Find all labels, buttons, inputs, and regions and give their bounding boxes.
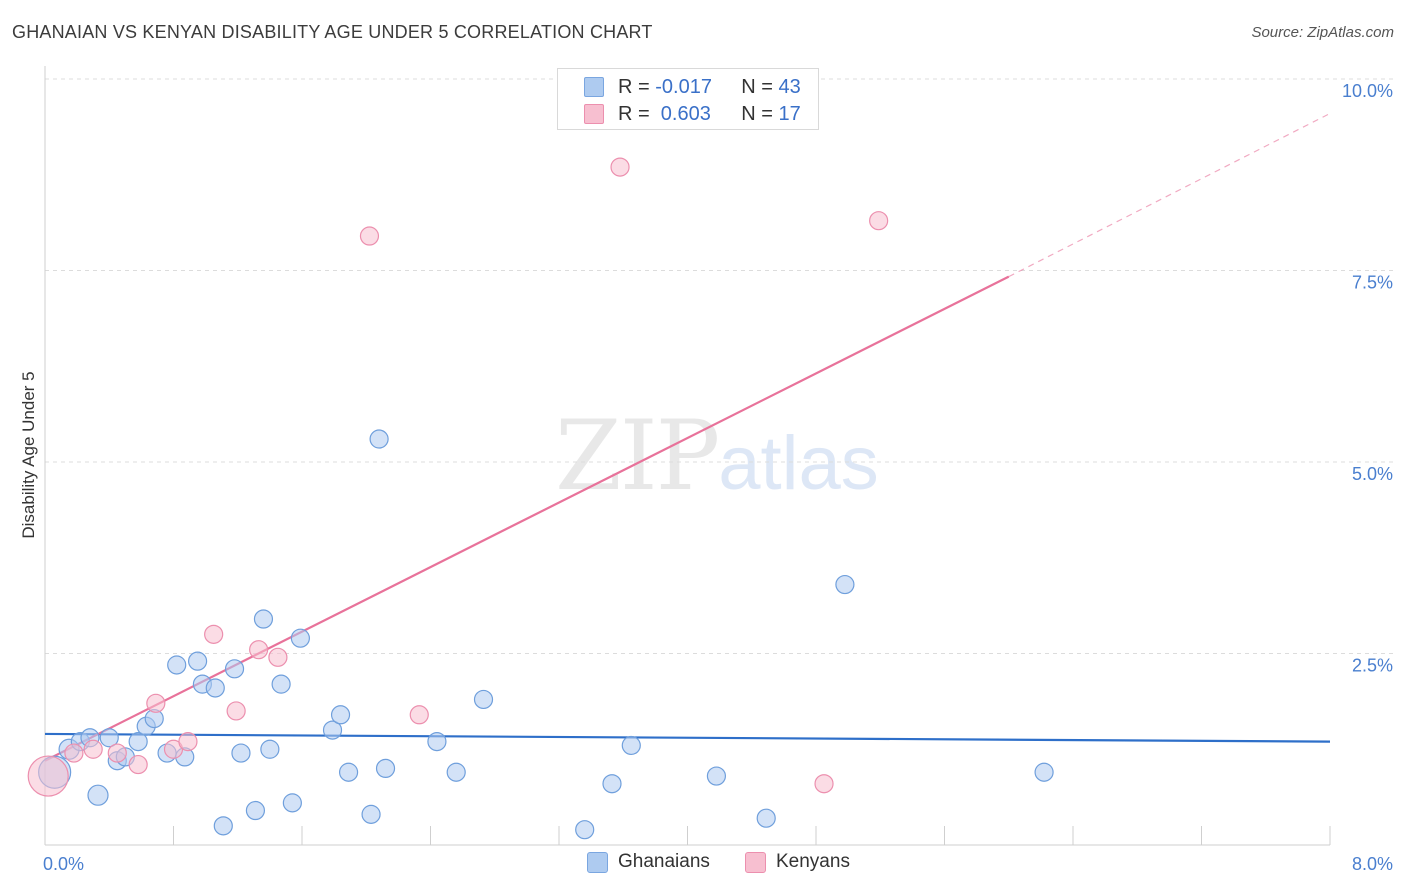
point-ghanaians — [575, 820, 595, 840]
legend-r-label: R = — [618, 75, 656, 98]
point-ghanaians — [375, 758, 396, 779]
y-tick-label: 10.0% — [1342, 81, 1393, 101]
point-kenyans — [359, 226, 380, 246]
point-ghanaians — [756, 808, 776, 828]
point-kenyans — [869, 211, 889, 231]
source-label: Source: ZipAtlas.com — [1251, 24, 1394, 41]
point-ghanaians — [322, 720, 343, 740]
watermark: ZIPatlas — [555, 400, 879, 512]
trend-line-kenyans — [44, 275, 1010, 762]
y-tick-label: 7.5% — [1352, 273, 1393, 293]
point-ghanaians — [213, 816, 233, 836]
legend-row-ghanaians: R = -0.017 N = 43 — [584, 74, 801, 100]
bottom-legend-swatch-ghanaians — [587, 851, 608, 873]
legend-row-kenyans: R = 0.603 N = 17 — [584, 101, 801, 127]
point-ghanaians — [330, 705, 351, 725]
point-kenyans — [409, 705, 429, 725]
legend-r-label: R = — [618, 102, 656, 125]
chart-title: GHANAIAN VS KENYAN DISABILITY AGE UNDER … — [12, 22, 653, 42]
bottom-legend-kenyans: Kenyans — [745, 851, 850, 873]
point-kenyans — [128, 754, 148, 775]
point-kenyans — [27, 755, 69, 797]
point-ghanaians — [87, 784, 109, 806]
y-axis-label: Disability Age Under 5 — [19, 371, 38, 538]
legend-n-value: 43 — [778, 75, 801, 98]
bottom-legend-label: Ghanaians — [618, 851, 710, 872]
x-tick-label: 0.0% — [43, 854, 84, 874]
legend-swatch-kenyans — [584, 104, 604, 124]
point-kenyans — [64, 743, 84, 763]
point-ghanaians — [338, 762, 359, 782]
point-kenyans — [83, 739, 103, 759]
point-ghanaians — [290, 628, 310, 648]
y-tick-label: 2.5% — [1352, 656, 1393, 676]
trend-line-ghanaians — [44, 732, 1331, 743]
legend-n-label: N = — [741, 102, 779, 125]
point-ghanaians — [205, 678, 225, 698]
point-kenyans — [107, 743, 127, 763]
x-tick-label: 8.0% — [1352, 854, 1393, 874]
point-ghanaians — [835, 574, 855, 595]
point-ghanaians — [706, 766, 727, 786]
point-ghanaians — [1034, 762, 1054, 782]
point-kenyans — [814, 774, 834, 794]
y-tick-label: 5.0% — [1352, 464, 1393, 484]
point-kenyans — [268, 647, 288, 667]
point-kenyans — [146, 693, 166, 713]
legend-r-value: 0.603 — [655, 102, 711, 125]
point-kenyans — [249, 640, 269, 660]
point-ghanaians — [602, 774, 622, 794]
point-ghanaians — [224, 659, 245, 679]
point-ghanaians — [187, 651, 208, 671]
watermark-atlas: atlas — [718, 421, 879, 506]
point-ghanaians — [282, 793, 302, 813]
point-ghanaians — [253, 609, 274, 629]
legend-n-value: 17 — [778, 102, 801, 125]
grid-lines — [45, 78, 1395, 654]
point-ghanaians — [167, 655, 187, 675]
legend-swatch-ghanaians — [584, 77, 604, 97]
data-points — [27, 157, 1054, 840]
point-ghanaians — [369, 429, 389, 449]
bottom-legend-ghanaians: Ghanaians — [587, 851, 710, 873]
legend-n-label: N = — [741, 75, 779, 98]
point-ghanaians — [621, 735, 641, 756]
point-ghanaians — [361, 804, 381, 824]
point-ghanaians — [231, 743, 251, 763]
point-ghanaians — [128, 731, 148, 752]
point-kenyans — [226, 701, 246, 721]
legend-r-value: -0.017 — [655, 75, 712, 98]
axes — [44, 66, 1331, 846]
point-ghanaians — [446, 762, 466, 782]
trend-extension-kenyans — [1008, 112, 1331, 278]
point-kenyans — [178, 731, 198, 752]
bottom-legend-label: Kenyans — [776, 851, 850, 872]
point-ghanaians — [271, 674, 291, 694]
point-ghanaians — [245, 800, 266, 821]
watermark-zip: ZIP — [555, 400, 720, 512]
point-ghanaians — [427, 731, 447, 752]
point-ghanaians — [260, 739, 280, 759]
axis-labels: 2.5% 5.0% 7.5% 10.0% 0.0% 8.0% Disability Age … — [19, 81, 1393, 874]
point-kenyans — [204, 624, 224, 644]
bottom-legend-swatch-kenyans — [745, 851, 766, 873]
point-ghanaians — [99, 728, 119, 748]
correlation-legend: R = -0.017 N = 43 R = 0.603 N = 17 — [557, 68, 819, 130]
point-ghanaians — [473, 689, 494, 710]
point-kenyans — [610, 157, 630, 177]
